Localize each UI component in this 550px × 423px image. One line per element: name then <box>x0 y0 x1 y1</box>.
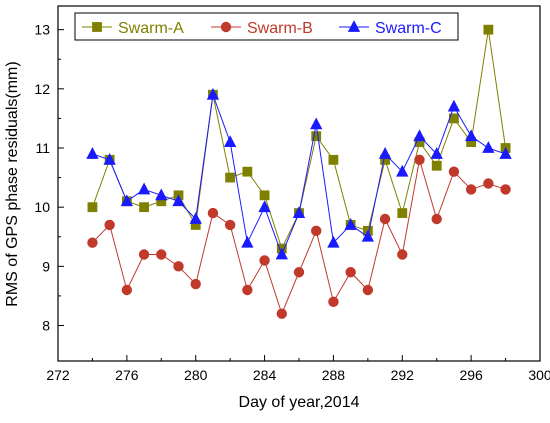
data-point <box>139 202 149 213</box>
legend-marker <box>220 21 232 33</box>
data-point <box>447 99 461 112</box>
data-point <box>259 255 270 266</box>
data-point <box>120 194 134 207</box>
data-point <box>155 188 168 201</box>
data-point <box>482 141 495 153</box>
axis-ticks: 272 276 280 284 288 292 296 300 8 9 10 11 12 13 <box>34 22 550 383</box>
data-point <box>431 213 442 225</box>
series-line <box>92 94 506 256</box>
data-point <box>242 284 253 296</box>
data-point <box>483 178 494 189</box>
data-point <box>311 225 322 237</box>
data-point <box>206 87 220 100</box>
data-point <box>396 164 409 177</box>
data-point <box>345 267 356 278</box>
data-point <box>259 190 270 201</box>
x-tick-label: 296 <box>459 367 483 383</box>
y-tick-label: 9 <box>42 258 50 274</box>
data-point <box>448 166 460 177</box>
data-point <box>190 278 201 290</box>
legend-marker <box>347 20 361 32</box>
x-tick-label: 276 <box>115 367 139 383</box>
legend-label: Swarm-C <box>375 20 442 37</box>
data-point <box>361 229 375 242</box>
data-point <box>223 135 237 147</box>
data-point <box>379 213 391 225</box>
legend-box <box>74 12 459 41</box>
data-point <box>241 235 254 248</box>
data-point <box>328 154 339 165</box>
data-point <box>292 206 306 218</box>
data-point <box>397 208 408 218</box>
data-point <box>275 247 288 260</box>
data-point <box>189 212 202 224</box>
legend: Swarm-A Swarm-B Swarm-C <box>74 12 459 41</box>
legend-marker <box>92 22 102 32</box>
data-point <box>414 154 425 166</box>
data-point <box>293 267 305 278</box>
data-point <box>172 194 185 207</box>
data-point <box>465 184 477 195</box>
x-tick-label: 284 <box>253 367 277 383</box>
data-point <box>138 249 150 260</box>
y-tick-label: 8 <box>42 318 50 334</box>
series-layer <box>86 24 512 319</box>
data-point <box>276 308 287 319</box>
data-point <box>344 218 357 230</box>
data-point <box>483 24 494 35</box>
data-point <box>156 249 167 260</box>
series-swarm-b <box>87 154 511 319</box>
data-point <box>397 249 408 260</box>
data-point <box>464 129 478 142</box>
data-point <box>430 147 443 159</box>
data-point <box>258 200 271 213</box>
data-point <box>207 207 219 219</box>
data-point <box>137 182 151 195</box>
data-point <box>328 296 339 308</box>
data-point <box>311 131 322 142</box>
data-point <box>327 235 340 248</box>
series-swarm-a <box>87 24 511 254</box>
y-tick-label: 10 <box>34 199 50 215</box>
data-point <box>413 129 426 142</box>
data-point <box>86 147 99 159</box>
data-point <box>103 152 116 165</box>
data-point <box>310 117 323 130</box>
series-line <box>92 159 506 316</box>
legend-label: Swarm-A <box>118 20 184 37</box>
x-tick-label: 300 <box>528 367 550 383</box>
data-point <box>173 261 184 272</box>
y-tick-label: 12 <box>34 81 50 97</box>
data-point <box>224 219 236 231</box>
data-point <box>362 284 374 296</box>
data-point <box>225 172 236 183</box>
data-point <box>242 166 253 177</box>
y-tick-label: 13 <box>34 22 50 38</box>
data-point <box>121 284 133 296</box>
x-tick-label: 292 <box>391 367 415 383</box>
x-tick-label: 288 <box>322 367 346 383</box>
x-axis-label: Day of year,2014 <box>239 394 360 411</box>
legend-label: Swarm-B <box>247 20 313 37</box>
data-point <box>431 160 442 171</box>
data-point <box>104 219 115 231</box>
data-point <box>87 237 98 248</box>
data-point <box>499 147 512 159</box>
data-point <box>378 147 392 159</box>
plot-frame <box>57 5 541 362</box>
series-swarm-c <box>86 87 512 260</box>
y-axis-label: RMS of GPS phase residuals(mm) <box>4 61 21 306</box>
data-point <box>500 184 511 195</box>
y-tick-label: 11 <box>35 140 50 156</box>
x-tick-label: 280 <box>184 367 208 383</box>
data-point <box>87 202 98 213</box>
x-tick-label: 272 <box>46 367 70 383</box>
